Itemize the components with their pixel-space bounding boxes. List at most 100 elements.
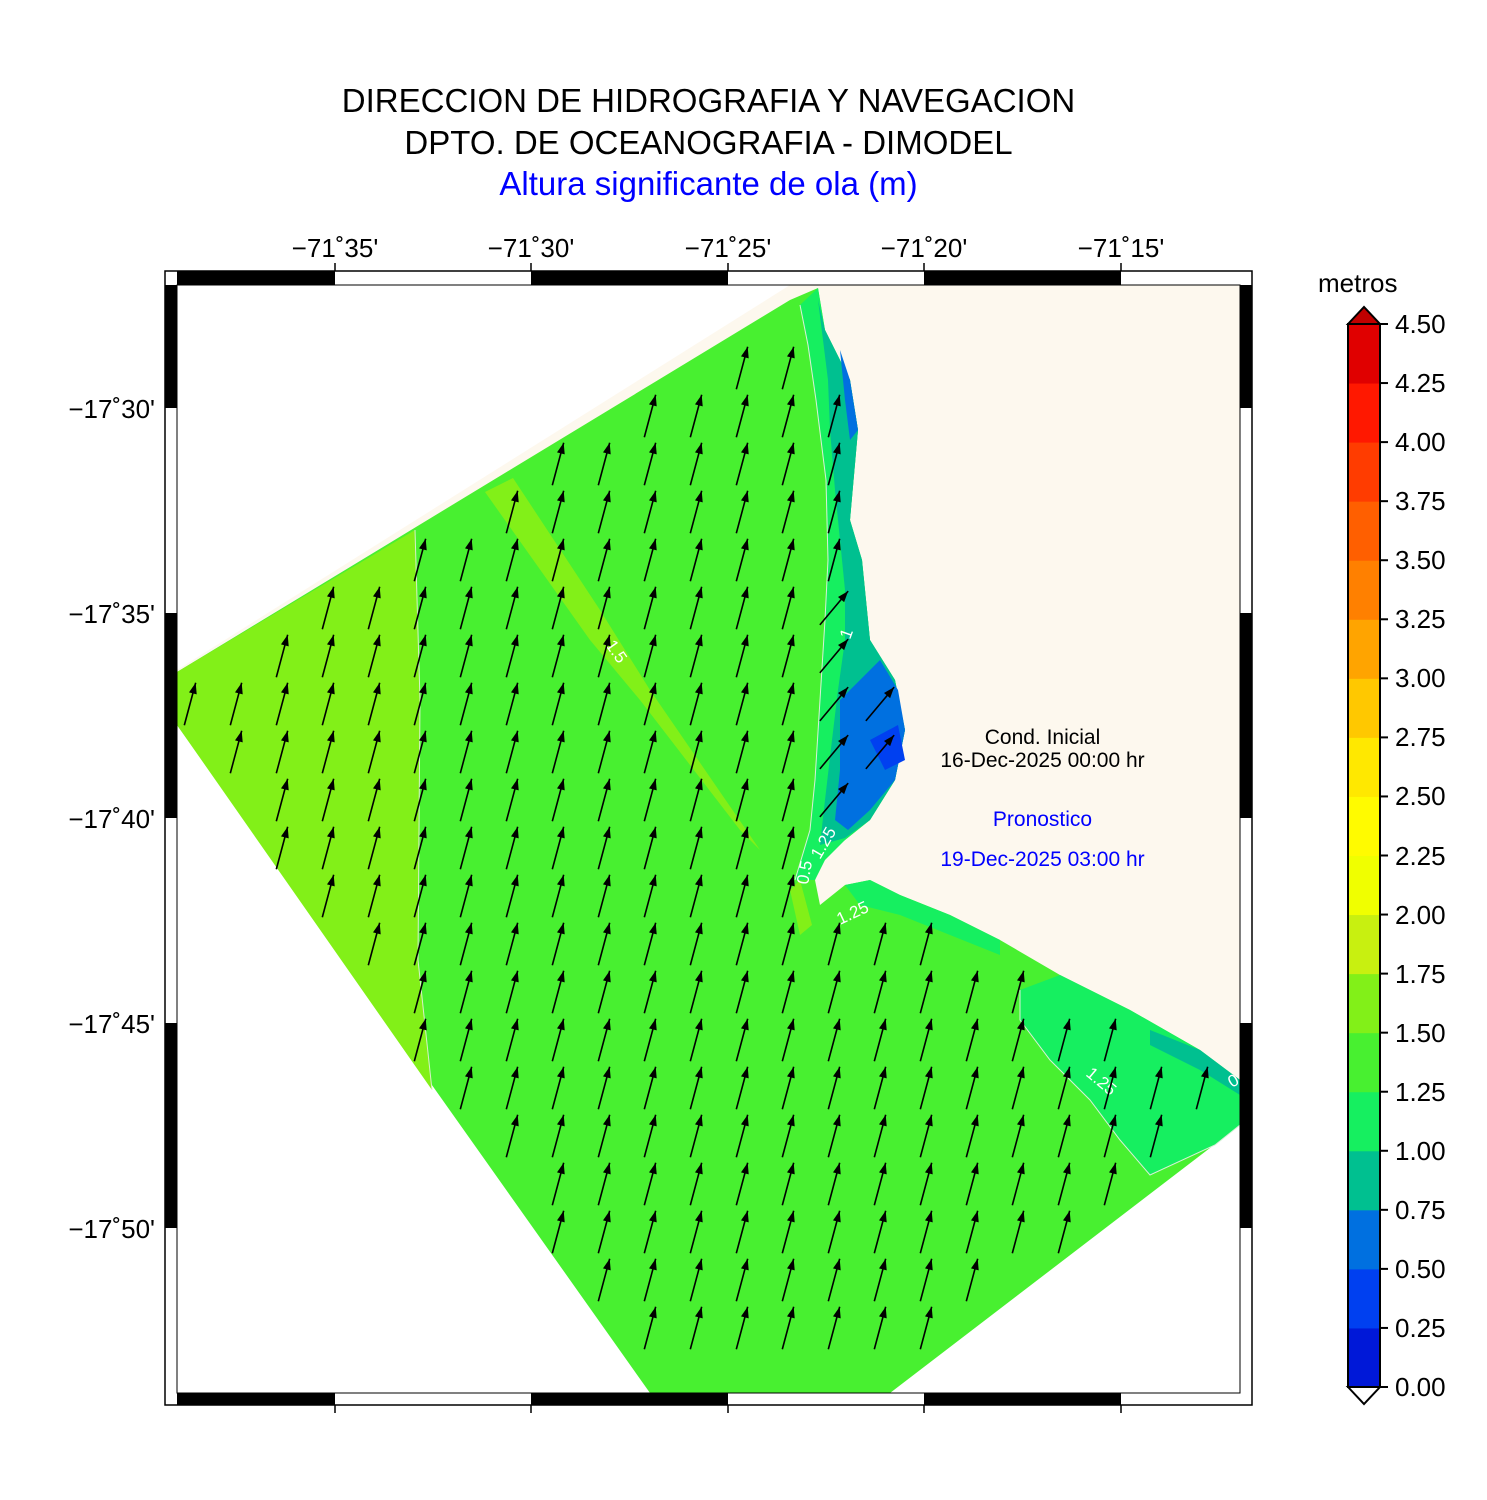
title-line-2: DPTO. DE OCEANOGRAFIA - DIMODEL (404, 124, 1013, 161)
wave-arrow (689, 922, 703, 966)
wave-arrow (781, 778, 795, 822)
wave-arrow (965, 1210, 979, 1254)
wave-arrow (367, 922, 381, 966)
wave-arrow (413, 874, 427, 918)
wave-arrow (827, 538, 841, 582)
lon-tick-label: −71˚15' (1077, 233, 1165, 263)
wave-arrow (505, 682, 519, 726)
colorbar-tick-label: 4.00 (1395, 427, 1446, 458)
wave-arrow (827, 1306, 841, 1350)
wave-arrow (597, 874, 611, 918)
frame-scale-bar (177, 271, 335, 285)
frame-scale-bar (177, 1393, 335, 1405)
wave-arrow (643, 970, 657, 1014)
wave-arrow (965, 1066, 979, 1110)
wave-arrow (367, 634, 381, 678)
lat-tick-label: −17˚40' (68, 804, 155, 834)
wave-arrow (873, 1258, 887, 1302)
wave-arrow (781, 634, 795, 678)
wave-band-1.50-1.75-inlet (790, 880, 812, 935)
wave-arrow (597, 826, 611, 870)
wave-arrow (689, 1258, 703, 1302)
wave-arrow (873, 1018, 887, 1062)
wave-arrow (735, 778, 749, 822)
wave-arrow (551, 778, 565, 822)
wave-arrow (873, 1162, 887, 1206)
wave-arrow (873, 1066, 887, 1110)
wave-arrow (643, 490, 657, 534)
wave-arrow (459, 778, 473, 822)
frame-scale-bar (165, 285, 177, 408)
colorbar-tick-label: 2.00 (1395, 899, 1446, 930)
wave-arrow (459, 922, 473, 966)
wave-arrow (735, 442, 749, 486)
wave-arrow (275, 778, 289, 822)
wave-arrow (735, 970, 749, 1014)
wave-arrow (689, 394, 703, 438)
wave-arrow (781, 922, 795, 966)
wave-arrow (367, 730, 381, 774)
wave-arrow (551, 730, 565, 774)
frame-scale-bar (1240, 613, 1252, 818)
wave-arrow (643, 538, 657, 582)
wave-direction-arrows (183, 346, 1209, 1350)
wave-arrow (459, 1066, 473, 1110)
wave-arrow (919, 1258, 933, 1302)
wave-arrow (643, 826, 657, 870)
wave-arrow (689, 634, 703, 678)
wave-arrow (597, 586, 611, 630)
wave-arrow (827, 1114, 841, 1158)
wave-arrow (459, 682, 473, 726)
wave-arrow (827, 1066, 841, 1110)
wave-arrow (689, 826, 703, 870)
frame-scale-bar (165, 613, 177, 818)
wave-arrow (643, 1066, 657, 1110)
wave-arrow (597, 1210, 611, 1254)
colorbar-swatch (1348, 619, 1380, 679)
wave-arrow (413, 634, 427, 678)
wave-arrow (873, 970, 887, 1014)
wave-arrow (643, 922, 657, 966)
wave-arrow (643, 682, 657, 726)
colorbar-swatch (1348, 1091, 1380, 1152)
wave-arrow (459, 1018, 473, 1062)
outside-domain-nw (177, 285, 790, 670)
wave-band-1.25-1.50 (177, 288, 1240, 1393)
wave-arrow (1103, 1018, 1117, 1062)
colorbar-swatch (1348, 796, 1380, 856)
wave-arrow (275, 634, 289, 678)
wave-arrow (781, 1210, 795, 1254)
wave-arrow (321, 874, 335, 918)
lon-tick-label: −71˚30' (487, 233, 575, 263)
wave-arrow (459, 874, 473, 918)
wave-arrow (551, 634, 565, 678)
wave-arrow (965, 1162, 979, 1206)
wave-arrow (965, 1018, 979, 1062)
wave-arrow (643, 1258, 657, 1302)
wave-arrow (643, 1210, 657, 1254)
wave-arrow (597, 778, 611, 822)
contour-line-1.25-south (1019, 990, 1240, 1176)
wave-arrow (321, 634, 335, 678)
wave-arrow (1103, 1114, 1117, 1158)
wave-arrow (597, 1162, 611, 1206)
wave-arrow (735, 346, 749, 390)
colorbar-swatch (1348, 1032, 1380, 1093)
contour-line-1.25-north (794, 304, 829, 881)
wave-arrow (643, 1162, 657, 1206)
wave-arrow (689, 1114, 703, 1158)
colorbar-tick-label: 2.50 (1395, 781, 1446, 812)
wave-arrow (551, 1018, 565, 1062)
wave-arrow (597, 682, 611, 726)
frame-scale-bar (1240, 285, 1252, 408)
wave-arrow (735, 826, 749, 870)
wave-arrow (505, 1114, 519, 1158)
initial-condition-time: 16-Dec-2025 00:00 hr (940, 749, 1145, 772)
wave-arrow (781, 1114, 795, 1158)
wave-band-1.00-1.25-south-coast (845, 880, 1000, 955)
colorbar-tick-label: 0.50 (1395, 1253, 1446, 1284)
colorbar-tick-label: 3.00 (1395, 663, 1446, 694)
wave-arrow (643, 1114, 657, 1158)
wave-arrow (413, 970, 427, 1014)
